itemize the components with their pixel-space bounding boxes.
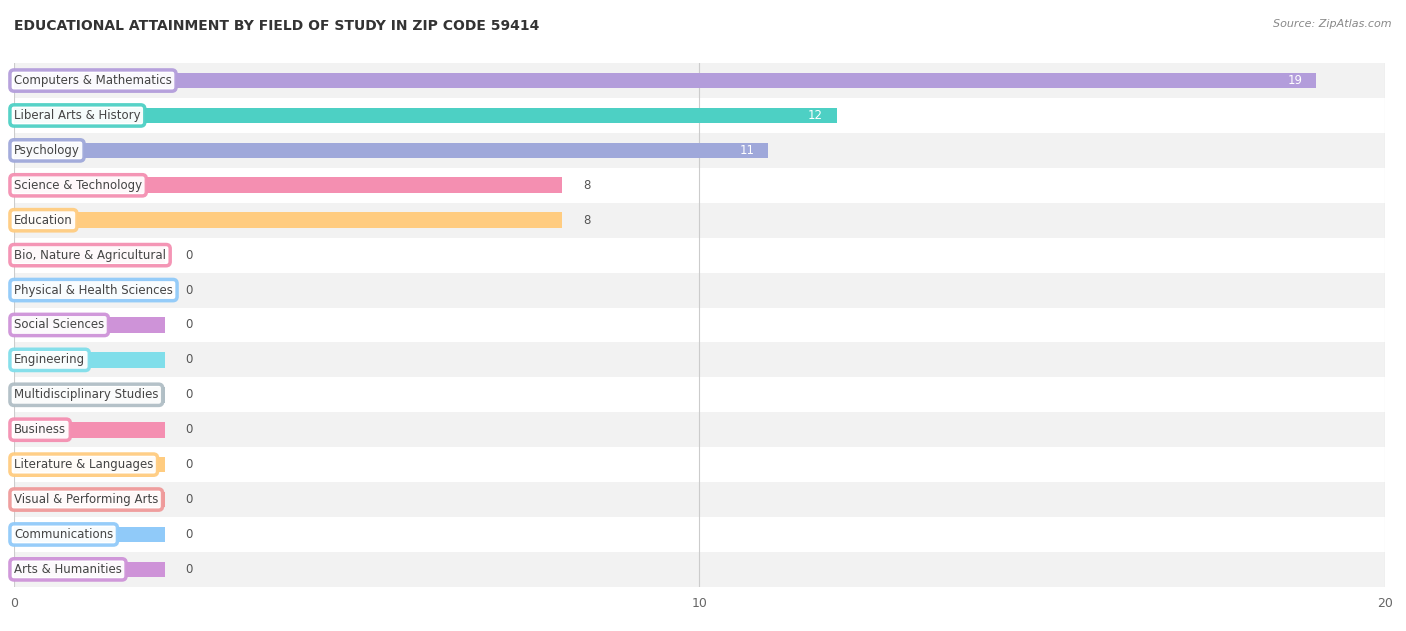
- Text: 0: 0: [186, 249, 193, 262]
- Text: Literature & Languages: Literature & Languages: [14, 458, 153, 471]
- Bar: [14, 447, 1385, 482]
- Bar: [14, 282, 165, 298]
- Text: Arts & Humanities: Arts & Humanities: [14, 563, 122, 576]
- Bar: [14, 377, 1385, 412]
- Text: EDUCATIONAL ATTAINMENT BY FIELD OF STUDY IN ZIP CODE 59414: EDUCATIONAL ATTAINMENT BY FIELD OF STUDY…: [14, 19, 540, 33]
- Bar: [14, 457, 165, 473]
- Bar: [14, 168, 1385, 203]
- Bar: [14, 492, 165, 507]
- Bar: [14, 63, 1385, 98]
- Bar: [14, 143, 768, 158]
- Text: Communications: Communications: [14, 528, 114, 541]
- Text: Business: Business: [14, 423, 66, 436]
- Text: Visual & Performing Arts: Visual & Performing Arts: [14, 493, 159, 506]
- Text: Bio, Nature & Agricultural: Bio, Nature & Agricultural: [14, 249, 166, 262]
- Text: Psychology: Psychology: [14, 144, 80, 157]
- Bar: [14, 343, 1385, 377]
- Text: 11: 11: [740, 144, 755, 157]
- Text: Source: ZipAtlas.com: Source: ZipAtlas.com: [1274, 19, 1392, 29]
- Bar: [14, 177, 562, 193]
- Bar: [14, 307, 1385, 343]
- Bar: [14, 213, 562, 228]
- Text: 0: 0: [186, 528, 193, 541]
- Text: 0: 0: [186, 423, 193, 436]
- Bar: [14, 482, 1385, 517]
- Text: 12: 12: [808, 109, 823, 122]
- Text: Social Sciences: Social Sciences: [14, 319, 104, 331]
- Bar: [14, 317, 165, 333]
- Bar: [14, 562, 165, 577]
- Text: 0: 0: [186, 493, 193, 506]
- Text: 0: 0: [186, 283, 193, 297]
- Text: 8: 8: [583, 214, 591, 227]
- Bar: [14, 517, 1385, 552]
- Text: Physical & Health Sciences: Physical & Health Sciences: [14, 283, 173, 297]
- Bar: [14, 352, 165, 368]
- Bar: [14, 387, 165, 403]
- Bar: [14, 527, 165, 542]
- Bar: [14, 203, 1385, 238]
- Text: 0: 0: [186, 319, 193, 331]
- Bar: [14, 552, 1385, 587]
- Text: 8: 8: [583, 179, 591, 192]
- Text: Computers & Mathematics: Computers & Mathematics: [14, 74, 172, 87]
- Bar: [14, 412, 1385, 447]
- Bar: [14, 247, 165, 263]
- Bar: [14, 422, 165, 437]
- Text: Multidisciplinary Studies: Multidisciplinary Studies: [14, 388, 159, 401]
- Text: 0: 0: [186, 388, 193, 401]
- Bar: [14, 73, 1316, 88]
- Text: Liberal Arts & History: Liberal Arts & History: [14, 109, 141, 122]
- Bar: [14, 108, 837, 123]
- Bar: [14, 98, 1385, 133]
- Bar: [14, 273, 1385, 307]
- Text: 0: 0: [186, 458, 193, 471]
- Text: 0: 0: [186, 353, 193, 367]
- Text: 0: 0: [186, 563, 193, 576]
- Text: 19: 19: [1288, 74, 1303, 87]
- Bar: [14, 133, 1385, 168]
- Text: Engineering: Engineering: [14, 353, 86, 367]
- Bar: [14, 238, 1385, 273]
- Text: Science & Technology: Science & Technology: [14, 179, 142, 192]
- Text: Education: Education: [14, 214, 73, 227]
